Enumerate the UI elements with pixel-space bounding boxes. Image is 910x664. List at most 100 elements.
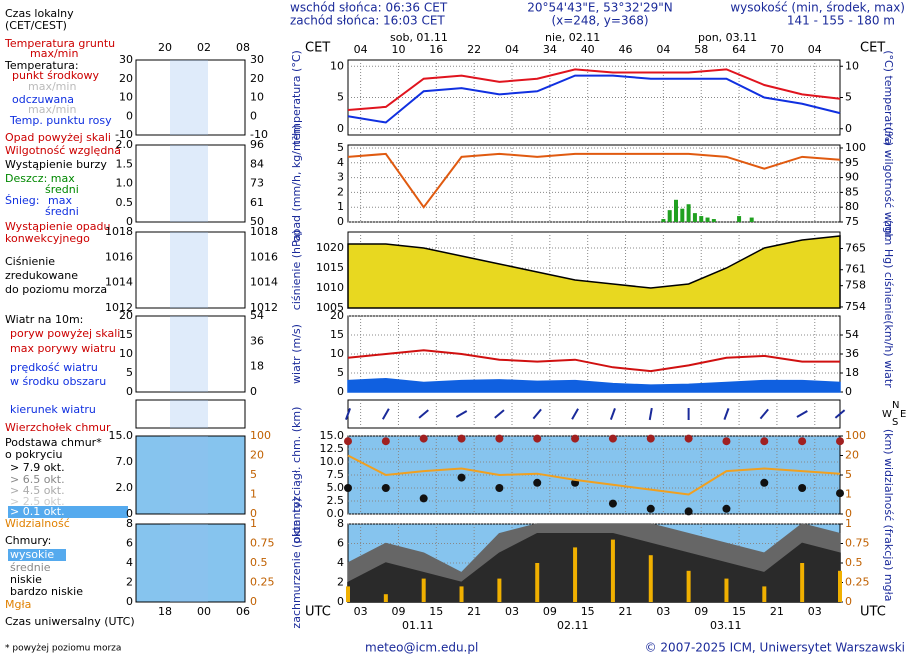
x-tick-label: 22 <box>467 43 481 56</box>
legend-label: zredukowane <box>5 269 78 282</box>
wind-arrow <box>723 408 730 420</box>
bar <box>610 539 615 602</box>
y2-tick-label: 758 <box>845 279 866 292</box>
y-tick-label: 12.5 <box>320 442 345 455</box>
legend-label: o pokryciu <box>5 448 62 461</box>
legend-label: konwekcyjnego <box>5 232 90 245</box>
x-tick-label: 10 <box>391 43 405 56</box>
x-tick-label: 16 <box>429 43 443 56</box>
mini-tick: 1 <box>250 517 257 530</box>
mini-tick: 1016 <box>250 250 278 263</box>
utc-day: 03.11 <box>710 619 742 632</box>
y2-tick-label: 0 <box>845 122 852 135</box>
y-tick-label: 10 <box>330 59 344 72</box>
mini-tick: 6 <box>126 537 133 550</box>
bar <box>711 219 716 222</box>
y2-axis-label: (°C) temperatura <box>882 50 895 145</box>
x-tick-label: 04 <box>808 43 822 56</box>
dot <box>760 478 769 487</box>
x-tick-label: 04 <box>656 43 670 56</box>
y2-axis-label: (%) wilgotność wzgl. <box>882 127 895 240</box>
mini-tick: 1014 <box>250 276 278 289</box>
mini-tick: 1.0 <box>116 177 134 190</box>
x-tick-label: 04 <box>505 43 519 56</box>
y2-tick-label: 100 <box>845 141 866 154</box>
legend-label: średnie <box>10 561 51 574</box>
dot <box>836 489 844 498</box>
wind-arrow <box>571 408 579 420</box>
bar <box>762 586 767 602</box>
series-line <box>347 349 840 373</box>
y-tick-label: 1020 <box>316 241 344 254</box>
x-tick-label: 21 <box>770 605 784 618</box>
mini-day <box>170 400 208 428</box>
y-tick-label: 4 <box>337 556 344 569</box>
legend-label: w środku obszaru <box>10 375 106 388</box>
legend-label: max porywy wiatru <box>10 342 116 355</box>
day-label: sob, 01.11 <box>390 31 448 44</box>
bar <box>705 217 710 222</box>
panel <box>347 399 841 429</box>
mini-panel <box>135 523 246 603</box>
legend-label: max/min <box>30 47 78 60</box>
legend-label: Wilgotność względna <box>5 144 121 157</box>
mini-day <box>170 232 208 308</box>
y-tick-label: 15 <box>330 328 344 341</box>
bar <box>800 563 805 602</box>
y-tick-label: 2 <box>337 185 344 198</box>
mini-tick: 1 <box>250 488 257 501</box>
y-tick-label: 5.0 <box>327 481 345 494</box>
bar <box>686 204 691 222</box>
mini-panel <box>135 435 246 515</box>
copyright: © 2007-2025 ICM, Uniwersytet Warszawski <box>645 641 905 655</box>
legend-label: > 4.5 okt. <box>10 484 65 497</box>
dot <box>457 434 466 443</box>
compass: E <box>900 409 906 420</box>
mini-tick: 8 <box>126 517 133 530</box>
mini-tick: 5 <box>126 366 133 379</box>
y-tick-label: 0 <box>337 215 344 228</box>
mini-time: 02 <box>197 41 211 54</box>
legend-label: do poziomu morza <box>5 283 107 296</box>
bar <box>535 563 540 602</box>
mini-tick: 15.0 <box>109 429 134 442</box>
wind-arrow <box>345 408 351 420</box>
mini-tick: 18 <box>250 360 264 373</box>
dot <box>344 437 352 446</box>
y2-tick-label: 95 <box>845 156 859 169</box>
y-tick-label: 3 <box>337 171 344 184</box>
y2-tick-label: 761 <box>845 263 866 276</box>
y2-tick-label: 5 <box>845 468 852 481</box>
mini-tick: 10 <box>250 91 264 104</box>
y-tick-label: 5 <box>337 91 344 104</box>
bar <box>497 578 502 602</box>
y2-tick-label: 0 <box>845 507 852 520</box>
mini-tick: 1016 <box>105 250 133 263</box>
dot <box>381 484 390 492</box>
legend-label: średni <box>45 205 79 218</box>
utc-day: 02.11 <box>557 619 589 632</box>
elevation: 141 - 155 - 180 m <box>787 14 895 28</box>
dot <box>646 434 655 443</box>
dot <box>608 434 617 443</box>
mini-time: 20 <box>158 41 172 54</box>
bar <box>680 208 685 222</box>
utc-label: UTC <box>860 605 886 620</box>
bar <box>838 570 842 602</box>
bar <box>749 217 754 222</box>
bar <box>686 570 691 602</box>
legend-label: punkt środkowy <box>12 69 100 82</box>
mini-tick: 54 <box>250 309 264 322</box>
utc-day: 01.11 <box>402 619 434 632</box>
dot <box>533 478 542 487</box>
legend-label: max/min <box>28 80 76 93</box>
y-tick-label: 5 <box>337 366 344 379</box>
bar <box>573 547 578 602</box>
y-tick-label: 7.5 <box>327 468 345 481</box>
dot <box>419 494 428 503</box>
y2-tick-label: 0.25 <box>845 576 870 589</box>
email[interactable]: meteo@icm.edu.pl <box>365 641 478 655</box>
bar <box>724 578 729 602</box>
mini-tick: 100 <box>250 429 271 442</box>
grid-point: (x=248, y=368) <box>551 14 648 28</box>
